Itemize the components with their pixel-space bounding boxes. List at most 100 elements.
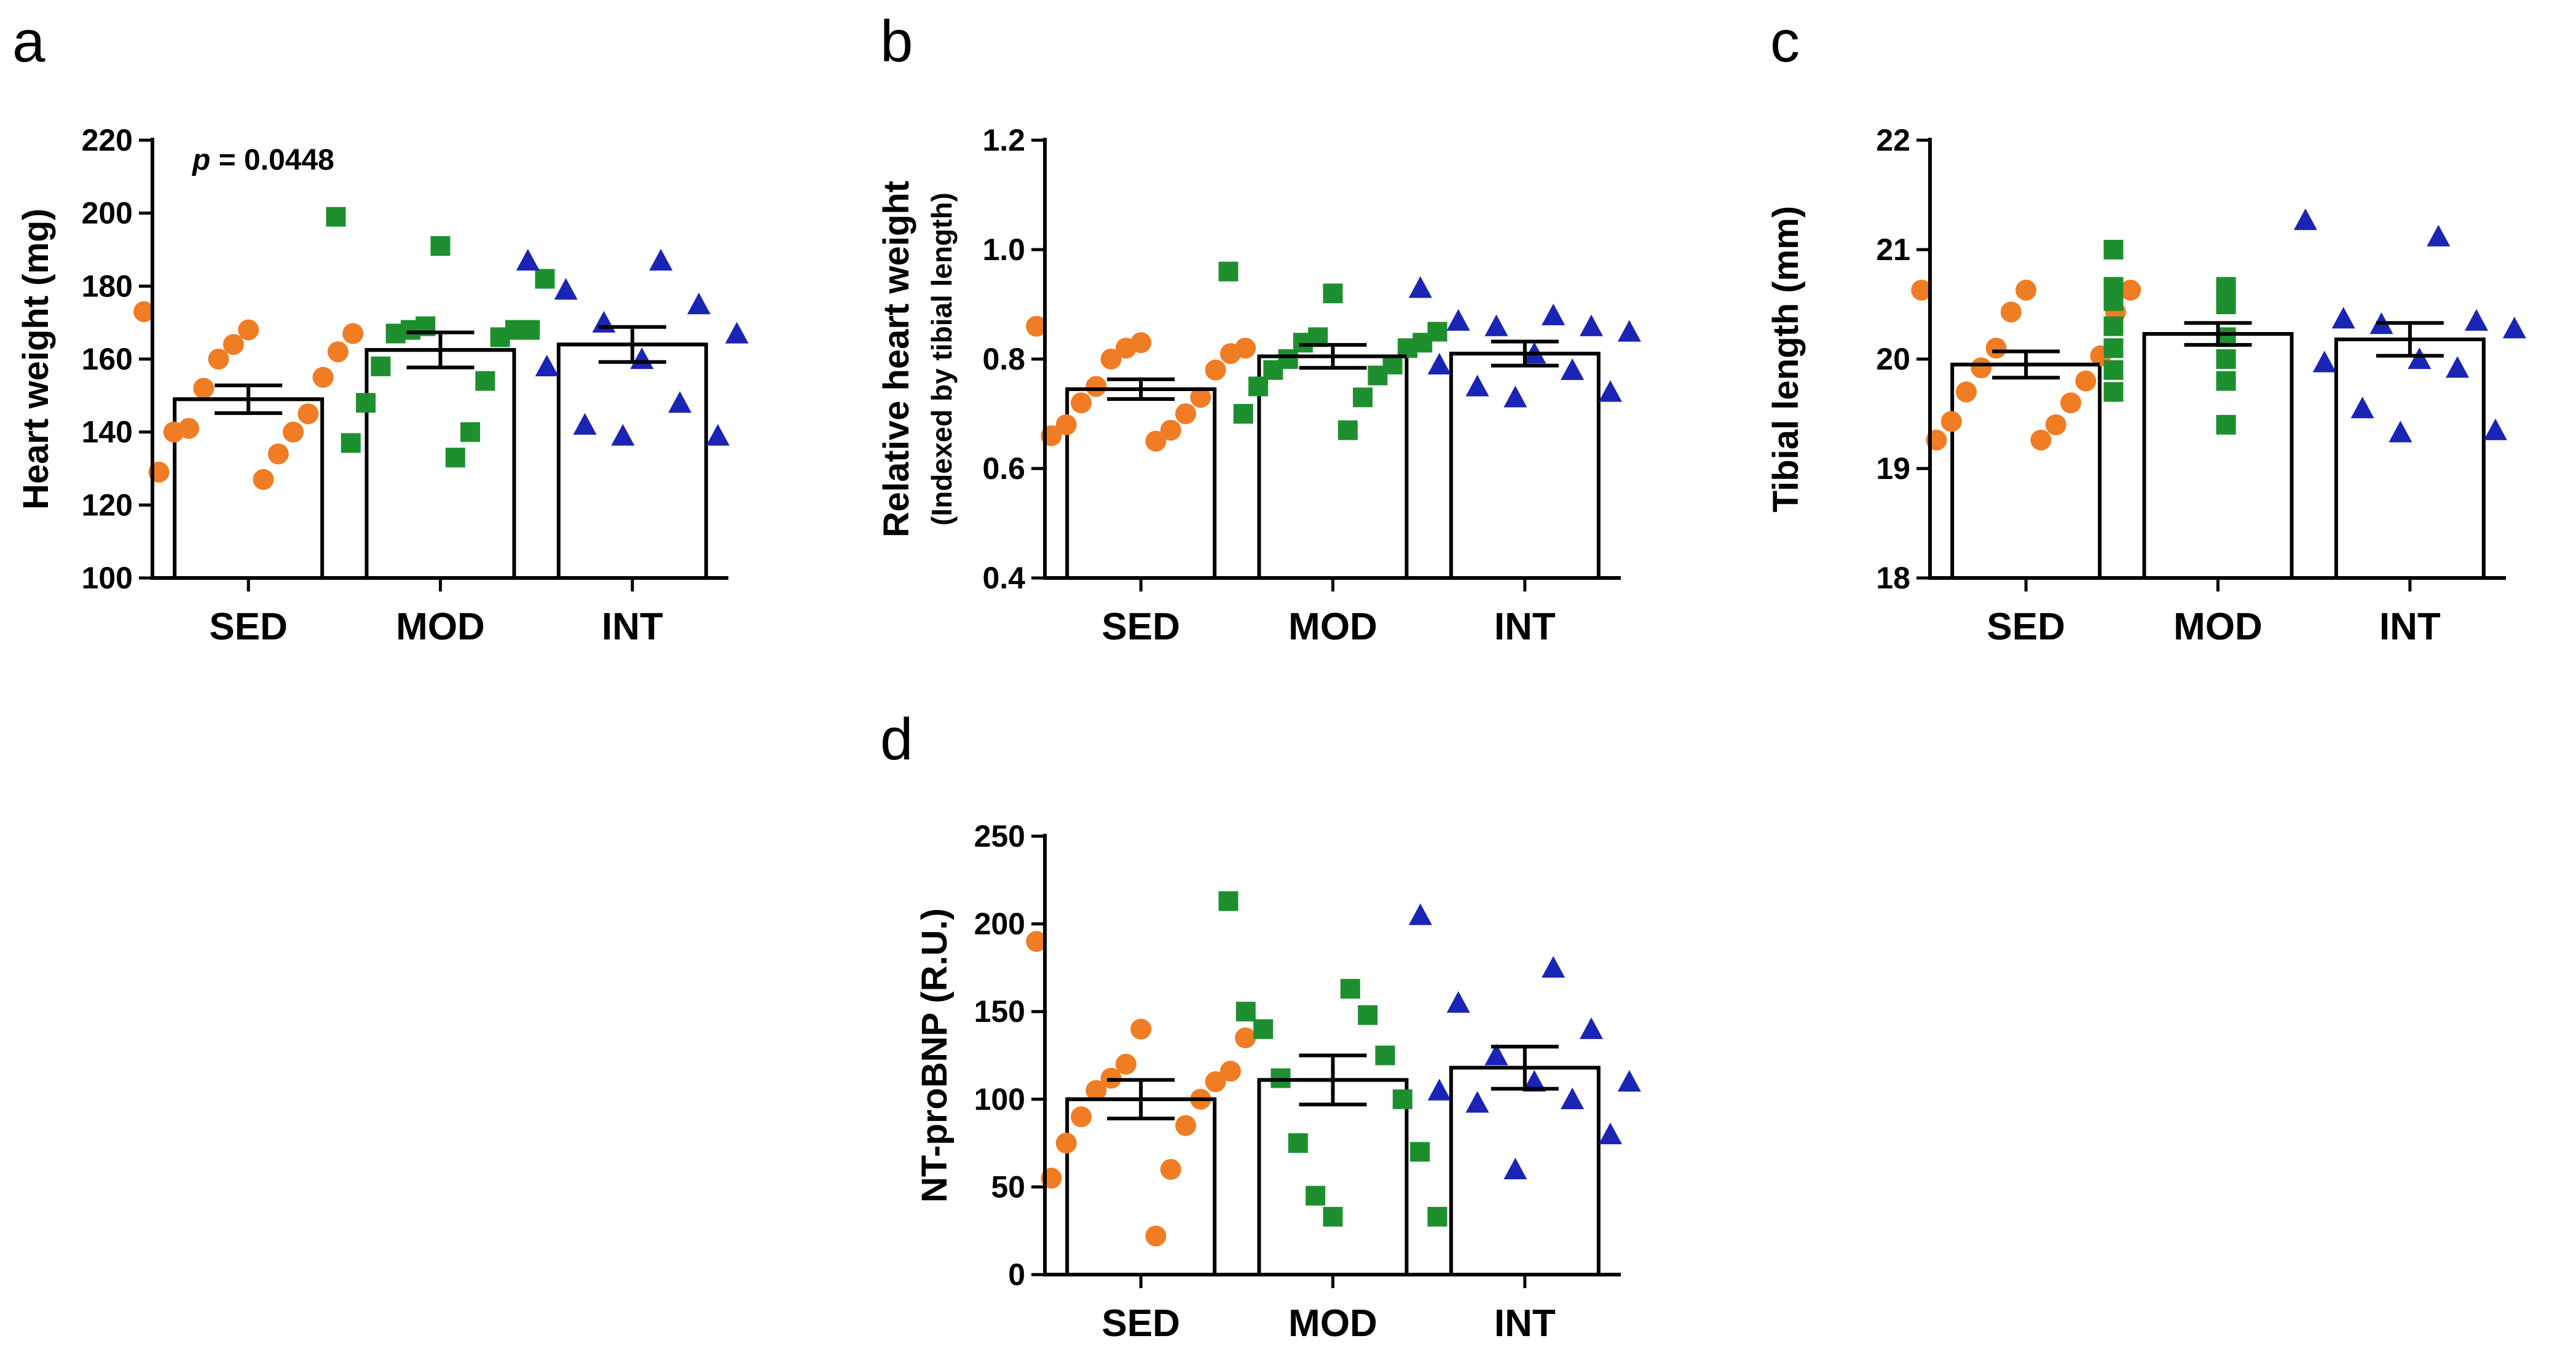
relative-heart-weight-point-int-12 — [1503, 386, 1527, 408]
tibial-length-point-mod-6 — [2216, 295, 2236, 314]
heart-weight-point-int-4 — [687, 293, 711, 315]
relative-heart-weight-y-axis-title: Relative heart weight — [876, 181, 916, 537]
tibial-length-point-sed-1 — [1911, 279, 1932, 301]
heart-weight-point-int-2 — [649, 248, 673, 271]
nt-probnp-error-bar-sed — [1067, 1078, 1215, 1121]
heart-weight-y-tick-label: 200 — [82, 196, 133, 231]
heart-weight-point-sed-15 — [253, 469, 274, 490]
tibial-length-error-bar-int — [2336, 321, 2484, 358]
relative-heart-weight-point-sed-4 — [1115, 338, 1136, 359]
relative-heart-weight-point-mod-15 — [1337, 420, 1358, 440]
nt-probnp-point-mod-8 — [1392, 1089, 1412, 1109]
tibial-length-point-int-3 — [2331, 307, 2355, 329]
tibial-length-point-int-2 — [2427, 224, 2451, 247]
nt-probnp-x-tick-label-sed: SED — [1101, 1302, 1180, 1345]
heart-weight-y-tick-label: 180 — [82, 269, 133, 303]
panel-d: d NT-proBNP (R.U.) 0 50 100 150 200 250 SED MOD IN… — [880, 706, 1641, 1345]
heart-weight-point-mod-3 — [535, 269, 555, 289]
relative-heart-weight-point-sed-1 — [1026, 315, 1047, 337]
nt-probnp-point-mod-3 — [1235, 1002, 1256, 1022]
heart-weight-error-bar-sed — [175, 383, 323, 415]
tibial-length-point-mod-13 — [2103, 382, 2124, 402]
tibial-length-y-tick-label: 18 — [1876, 561, 1910, 595]
heart-weight-point-int-3 — [554, 278, 578, 300]
nt-probnp-point-int-9 — [1561, 1087, 1585, 1109]
tibial-length-y-tick-label: 21 — [1876, 232, 1910, 267]
tibial-length-point-int-6 — [2502, 317, 2526, 339]
relative-heart-weight-y-axis-subtitle: (Indexed by tibial length) — [926, 192, 958, 526]
relative-heart-weight-point-mod-1 — [1218, 261, 1239, 282]
tibial-length-x-tick-label-int: INT — [2379, 606, 2441, 648]
relative-heart-weight-point-mod-13 — [1353, 387, 1373, 408]
nt-probnp-point-sed-3 — [1235, 1027, 1256, 1048]
nt-probnp-point-mod-4 — [1358, 1005, 1378, 1025]
tibial-length-point-sed-13 — [2045, 414, 2066, 435]
tibial-length-point-mod-1 — [2103, 240, 2124, 259]
relative-heart-weight-bar-mod — [1257, 354, 1409, 580]
nt-probnp-point-sed-2 — [1130, 1018, 1152, 1040]
nt-probnp-x-tick-label-mod: MOD — [1288, 1302, 1377, 1345]
nt-probnp-point-sed-7 — [1205, 1071, 1226, 1093]
tibial-length-y-tick-label: 22 — [1876, 123, 1910, 157]
nt-probnp-point-sed-10 — [1071, 1106, 1092, 1128]
nt-probnp-point-int-3 — [1446, 991, 1470, 1013]
heart-weight-panel-letter: a — [12, 9, 45, 74]
relative-heart-weight-point-mod-2 — [1323, 283, 1343, 304]
relative-heart-weight-x-tick-label-mod: MOD — [1288, 606, 1377, 648]
nt-probnp-y-axis-title: NT-proBNP (R.U.) — [915, 908, 955, 1203]
heart-weight-point-sed-3 — [342, 323, 364, 344]
heart-weight-y-tick-label: 220 — [82, 123, 133, 157]
nt-probnp-point-int-11 — [1598, 1122, 1622, 1144]
heart-weight-point-mod-8 — [385, 323, 406, 344]
heart-weight-point-mod-11 — [475, 371, 495, 391]
heart-weight-point-sed-1 — [133, 301, 155, 322]
heart-weight-point-sed-11 — [283, 421, 304, 443]
heart-weight-point-sed-6 — [208, 349, 229, 370]
heart-weight-point-mod-13 — [460, 422, 481, 442]
nt-probnp-point-int-12 — [1503, 1157, 1527, 1180]
tibial-length-point-mod-9 — [2103, 338, 2124, 358]
heart-weight-point-sed-12 — [163, 421, 184, 443]
tibial-length-y-tick-label: 19 — [1876, 451, 1910, 486]
heart-weight-y-tick-label: 100 — [82, 561, 133, 595]
heart-weight-point-sed-13 — [267, 443, 289, 465]
nt-probnp-point-mod-1 — [1218, 891, 1239, 911]
tibial-length-point-sed-11 — [2060, 392, 2082, 414]
nt-probnp-point-sed-5 — [1219, 1061, 1241, 1082]
heart-weight-point-mod-15 — [445, 448, 465, 468]
tibial-length-point-int-12 — [2389, 421, 2413, 443]
tibial-length-point-sed-10 — [1956, 381, 1977, 403]
nt-probnp-y-tick-label: 100 — [974, 1082, 1025, 1117]
relative-heart-weight-y-tick-label: 0.8 — [982, 342, 1025, 376]
heart-weight-y-tick-label: 140 — [82, 415, 133, 449]
tibial-length-point-int-4 — [2465, 309, 2489, 331]
nt-probnp-point-sed-4 — [1115, 1053, 1136, 1075]
p-value-text: = 0.0448 — [210, 144, 334, 176]
heart-weight-point-mod-1 — [326, 207, 346, 227]
tibial-length-point-sed-9 — [2075, 370, 2097, 392]
tibial-length-point-sed-3 — [2120, 279, 2141, 301]
heart-weight-point-int-6 — [725, 322, 749, 344]
heart-weight-point-int-11 — [706, 424, 730, 446]
heart-weight-point-int-12 — [611, 424, 635, 446]
heart-weight-error-bar-mod — [366, 330, 514, 370]
tibial-length-point-sed-15 — [2030, 429, 2052, 451]
nt-probnp-x-tick-label-int: INT — [1494, 1302, 1556, 1345]
heart-weight-point-mod-12 — [356, 393, 376, 413]
tibial-length-point-int-7 — [2408, 347, 2432, 370]
tibial-length-x-tick-label-sed: SED — [1987, 606, 2065, 648]
nt-probnp-point-int-7 — [1522, 1070, 1546, 1092]
panel-b: b Relative heart weight (Indexed by tibial… — [876, 9, 1641, 648]
relative-heart-weight-panel-letter: b — [880, 9, 913, 74]
heart-weight-x-tick-label-sed: SED — [209, 606, 287, 648]
relative-heart-weight-error-bar-mod — [1259, 342, 1407, 370]
relative-heart-weight-point-sed-9 — [1190, 387, 1211, 408]
nt-probnp-point-sed-11 — [1175, 1115, 1197, 1136]
nt-probnp-y-tick-label: 150 — [974, 994, 1025, 1029]
heart-weight-point-int-8 — [535, 354, 559, 377]
tibial-length-point-mod-14 — [2216, 414, 2236, 435]
heart-weight-error-bar-int — [558, 325, 706, 364]
heart-weight-point-mod-10 — [371, 356, 391, 376]
relative-heart-weight-y-tick-label: 1.2 — [982, 123, 1025, 157]
